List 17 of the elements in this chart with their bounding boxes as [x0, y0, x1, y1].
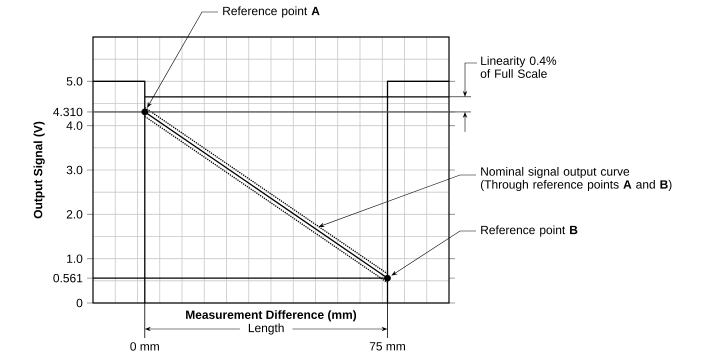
text: Length: [248, 323, 284, 335]
annotation: Reference point A: [223, 6, 320, 18]
y-axis-title: Output Signal (V): [34, 122, 45, 218]
y-tick-label: 3.0: [66, 166, 82, 174]
y-tick-label: 1.0: [67, 254, 82, 263]
text: Linearity 0.4% of Full Scale: [480, 56, 556, 78]
x-tick-label: 0 mm: [130, 342, 159, 351]
y-tick-label: 5.0: [66, 77, 82, 86]
x-axis-title: Measurement Difference (mm): [186, 310, 356, 322]
x-tick-label: 75 mm: [370, 342, 405, 351]
y-tick-label: 0.561: [53, 274, 82, 282]
y-tick-label: 4.0: [66, 121, 82, 130]
y-tick-label: 0: [76, 298, 82, 308]
text: Nominal signal output curve (Through reference points A and B): [480, 166, 672, 192]
annotation: Reference point B: [481, 225, 578, 237]
y-tick-label: 4.310: [53, 108, 82, 116]
y-tick-label: 2.0: [66, 210, 82, 219]
